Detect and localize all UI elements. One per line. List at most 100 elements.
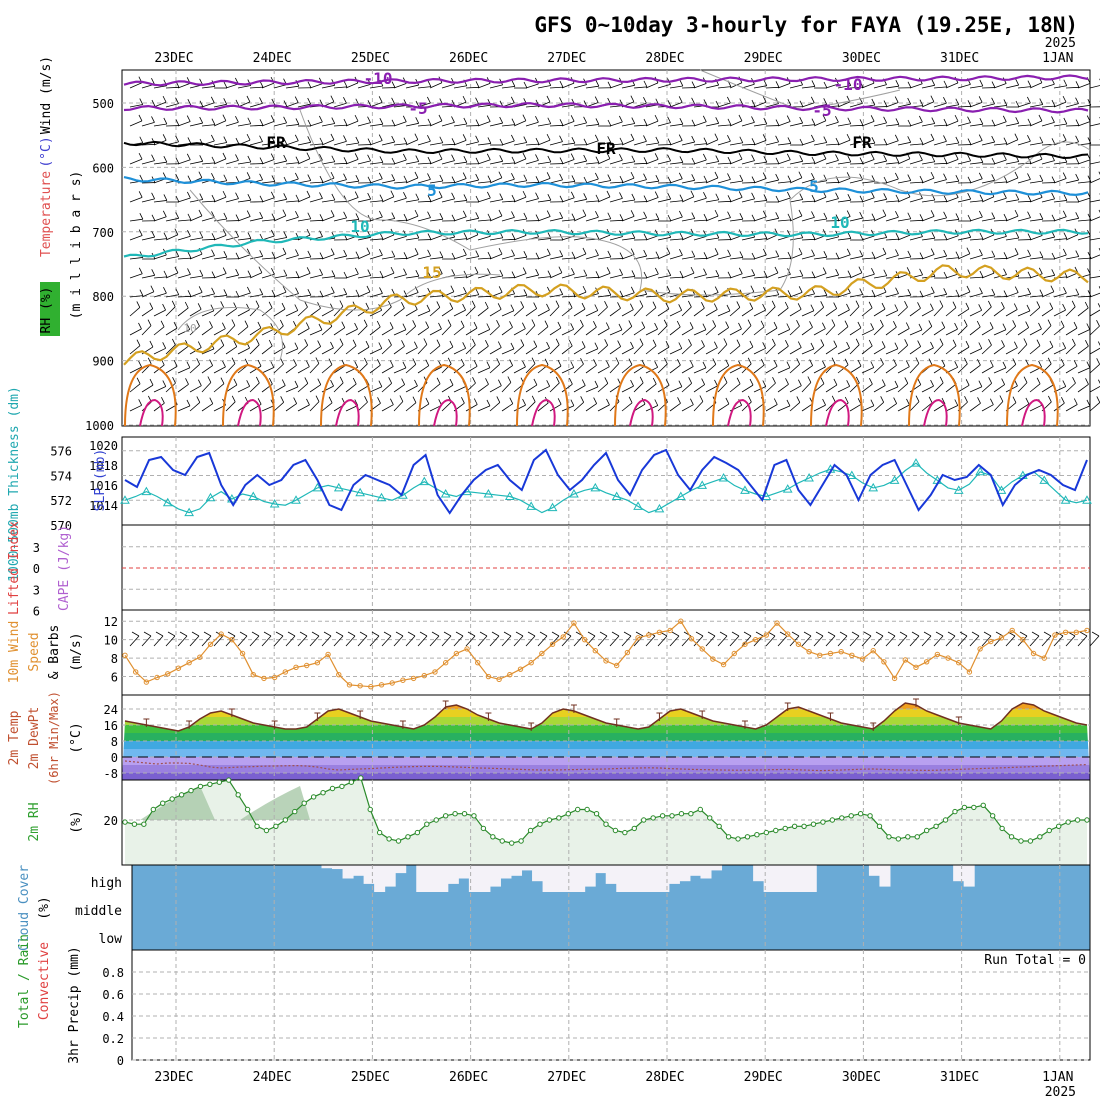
wind-barb (621, 199, 635, 203)
wind-barb (765, 179, 779, 184)
wind-barb (633, 162, 648, 165)
wind-barb (573, 363, 584, 374)
wind-barb (273, 160, 287, 165)
wind-barb (609, 274, 623, 279)
wind-barb (705, 237, 719, 241)
wind-barb (453, 161, 467, 165)
wind-barb (535, 116, 539, 123)
wind-barb (825, 325, 836, 336)
wind-barb (510, 342, 515, 350)
wind-barb (211, 156, 216, 164)
wind-barb (801, 635, 812, 647)
wind-barb (928, 358, 933, 365)
wind-barb (285, 255, 299, 260)
wind-barb (417, 344, 428, 355)
wind-barb (177, 405, 191, 412)
wind-barb (271, 213, 276, 220)
wind-barb (378, 342, 383, 349)
wind-barb (705, 215, 719, 222)
wind-barb (186, 323, 191, 330)
wind-barb (1053, 161, 1067, 165)
wind-barb (981, 294, 995, 298)
wind-barb (501, 327, 513, 336)
wind-barb (319, 252, 324, 259)
wind-barb (705, 309, 718, 317)
wind-barb (330, 379, 334, 387)
wind-barb (825, 121, 839, 127)
wind-barb (871, 268, 875, 275)
wind-barb (978, 96, 983, 103)
wind-barb (849, 272, 863, 279)
wind-barb (906, 267, 911, 274)
wind-barb (285, 310, 298, 317)
wind-barb (345, 158, 359, 165)
wind-barb (330, 171, 335, 179)
wind-barb (523, 212, 528, 220)
wind-barb (309, 401, 320, 412)
wind-barb (791, 631, 800, 637)
wind-barb (585, 386, 599, 393)
wind-barb (893, 397, 898, 404)
wind-barb (527, 631, 536, 637)
wind-barb (657, 635, 668, 647)
wind-barb (861, 197, 875, 203)
wind-barb (525, 121, 539, 127)
wind-barb (597, 272, 611, 279)
wind-barb (1077, 307, 1089, 317)
wind-barb (295, 156, 300, 163)
wind-barb (465, 217, 479, 222)
wind-barb (369, 326, 381, 336)
wind-barb (945, 295, 959, 298)
wind-barb (957, 291, 971, 298)
wind-barb (321, 254, 335, 260)
wind-barb (369, 216, 383, 222)
wind-barb (321, 139, 335, 146)
wind-barb (789, 402, 801, 412)
wind-barb (438, 267, 443, 274)
wind-barb (429, 82, 443, 89)
wind-barb (233, 378, 238, 386)
wind-barb (825, 198, 839, 203)
wind-barb (945, 142, 959, 146)
wind-barb (765, 256, 779, 260)
wind-barb (499, 193, 504, 200)
wind-barb (765, 103, 779, 108)
wind-speed-point (891, 675, 898, 682)
wind-barb (415, 155, 420, 162)
wind-barb (453, 276, 467, 279)
wind-barb (765, 234, 779, 241)
wind-barb (1017, 124, 1031, 127)
wind-barb (895, 118, 900, 125)
wind-barb (280, 396, 285, 403)
wind-barb (523, 174, 528, 181)
wind-barb (633, 86, 647, 89)
wind-barb (846, 341, 850, 349)
wind-barb (328, 358, 333, 365)
wind-barb (873, 198, 887, 203)
wind-barb (393, 401, 404, 412)
rh-point (857, 811, 864, 817)
wind-barb (597, 256, 611, 260)
wind-barb (363, 319, 368, 326)
wind-barb (173, 321, 178, 329)
wind-barb (523, 289, 528, 296)
wind-barb (943, 195, 948, 202)
wind-barb (750, 285, 755, 292)
wind-barb (873, 291, 887, 298)
wind-barb (810, 304, 815, 311)
wind-barb (357, 401, 368, 412)
wind-barb (777, 384, 789, 393)
wind-barb (304, 339, 309, 346)
rh-point (1065, 819, 1071, 825)
wind-barb (1029, 307, 1041, 317)
wind-barb (187, 175, 192, 182)
wind-barb (321, 177, 335, 184)
wind-barb (1014, 248, 1019, 255)
wind-barb (945, 635, 956, 647)
wind-barb (570, 361, 575, 368)
wind-barb (474, 266, 479, 274)
wind-barb (441, 346, 454, 355)
wind-barb (714, 341, 718, 348)
wind-barb (1089, 309, 1100, 317)
rh-point (263, 827, 270, 834)
